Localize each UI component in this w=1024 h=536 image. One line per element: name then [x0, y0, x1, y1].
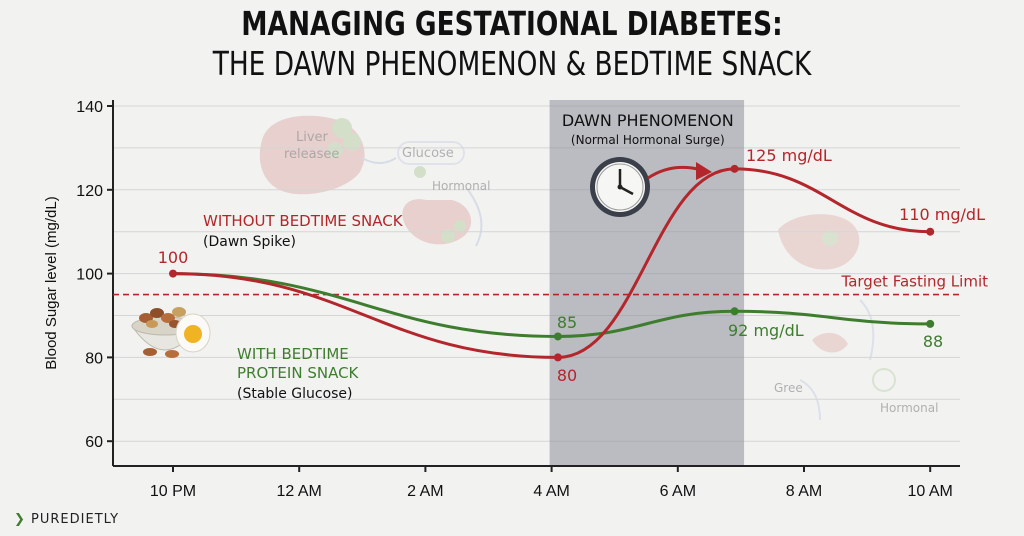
leaf-icon: ❯	[14, 512, 26, 527]
background-illustration-text: Gree	[774, 381, 803, 395]
background-illustration-text: Liver	[296, 130, 329, 145]
series-name-without-snack: WITHOUT BEDTIME SNACK	[203, 212, 404, 230]
background-illustration-text: Glucose	[402, 146, 454, 161]
y-tick-label: 140	[76, 99, 103, 116]
data-point-without-snack	[169, 269, 177, 278]
dawn-phenomenon-sublabel: (Normal Hormonal Surge)	[571, 133, 725, 147]
series-line-with-snack	[171, 272, 932, 338]
series-note-with-snack: (Stable Glucose)	[237, 386, 353, 402]
series-name-with-snack-line-2: PROTEIN SNACK	[237, 364, 360, 382]
y-tick-label: 60	[85, 434, 103, 451]
data-point-with-snack	[730, 307, 739, 316]
target-fasting-label: Target Fasting Limit	[841, 273, 989, 291]
y-tick-label: 100	[76, 267, 103, 284]
data-label-without-snack: 80	[557, 366, 577, 385]
series-note-without-snack: (Dawn Spike)	[203, 234, 296, 250]
data-point-without-snack	[553, 353, 562, 362]
x-tick-label: 10 PM	[150, 483, 196, 500]
chart-title-line-2: THE DAWN PHENOMENON & BEDTIME SNACK	[212, 44, 812, 83]
x-tick-label: 4 AM	[533, 483, 569, 500]
data-label-with-snack: 85	[557, 313, 577, 332]
background-illustration-text: Hormonal	[880, 401, 938, 415]
chart-title-line-1: MANAGING GESTATIONAL DIABETES:	[241, 4, 783, 43]
x-tick-label: 6 AM	[660, 483, 696, 500]
series-line-without-snack	[171, 167, 932, 359]
dawn-phenomenon-label: DAWN PHENOMENON	[562, 111, 734, 130]
clock-icon	[590, 157, 650, 217]
background-illustration-text: Hormonal	[432, 179, 490, 193]
data-point-with-snack	[926, 319, 935, 328]
dawn-phenomenon-region	[549, 100, 745, 466]
brand-name: PUREDIETLY	[31, 512, 120, 527]
brand-logo: ❯ PUREDIETLY	[14, 512, 119, 527]
y-axis-label: Blood Sugar level (mg/dL)	[43, 196, 60, 369]
data-point-with-snack	[553, 332, 562, 341]
pancreas-illustration-icon	[778, 214, 896, 421]
data-label-without-snack: 110 mg/dL	[899, 205, 985, 224]
background-illustration-text: releasee	[284, 147, 339, 162]
egg-icon	[175, 313, 211, 353]
data-label-with-snack: 92 mg/dL	[728, 321, 804, 340]
data-label-without-snack: 125 mg/dL	[746, 146, 832, 165]
data-point-without-snack	[730, 164, 739, 173]
data-label-with-snack: 88	[923, 332, 943, 351]
data-label-without-snack: 100	[158, 248, 189, 267]
x-tick-label: 2 AM	[407, 483, 443, 500]
y-tick-label: 80	[85, 350, 103, 367]
x-tick-label: 8 AM	[786, 483, 822, 500]
x-tick-label: 12 AM	[277, 483, 322, 500]
series-name-with-snack-line-1: WITH BEDTIME	[237, 345, 349, 363]
data-point-without-snack	[926, 227, 935, 236]
liver-illustration-icon	[259, 115, 483, 247]
x-tick-label: 10 AM	[908, 483, 953, 500]
arrow-icon	[647, 162, 712, 180]
y-tick-label: 120	[76, 183, 103, 200]
